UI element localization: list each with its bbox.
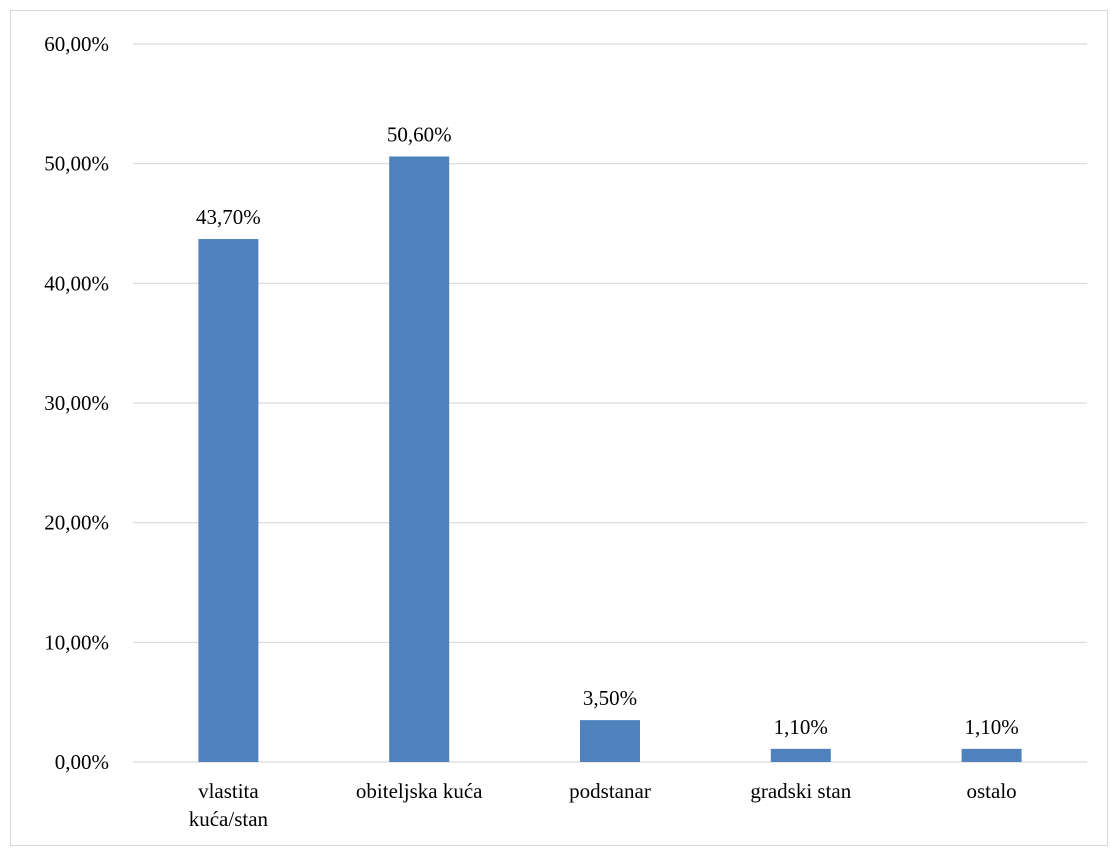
data-label: 50,60% xyxy=(387,122,452,146)
bar xyxy=(770,748,831,762)
gridlines xyxy=(133,43,1087,763)
x-tick-label: vlastita kuća/stan xyxy=(189,779,269,831)
bar xyxy=(961,748,1022,762)
y-tick-label: 50,00% xyxy=(44,152,109,176)
x-tick-label: gradski stan xyxy=(750,779,851,803)
x-tick-label-line: vlastita xyxy=(198,779,259,803)
y-tick-label: 60,00% xyxy=(44,32,109,56)
bar xyxy=(389,156,450,762)
bar xyxy=(198,239,259,763)
x-tick-label: ostalo xyxy=(967,779,1017,803)
data-label: 1,10% xyxy=(964,715,1018,739)
y-axis-tick-labels: 0,00% 10,00% 20,00% 30,00% 40,00% 50,00% 60,00… xyxy=(44,32,109,774)
data-label: 43,70% xyxy=(196,205,261,229)
x-tick-label: podstanar xyxy=(569,779,651,803)
bar-chart: 0,00% 10,00% 20,00% 30,00% 40,00% 50,00% 60,00… xyxy=(44,32,1087,831)
x-tick-label: obiteljska kuća xyxy=(356,779,483,803)
chart-frame: 0,00% 10,00% 20,00% 30,00% 40,00% 50,00% 60,00… xyxy=(10,10,1108,846)
x-tick-label-line: ostalo xyxy=(967,779,1017,803)
data-label: 3,50% xyxy=(583,686,637,710)
data-label: 1,10% xyxy=(774,715,828,739)
x-tick-label-line: obiteljska kuća xyxy=(356,779,483,803)
x-tick-label-line: gradski stan xyxy=(750,779,851,803)
y-tick-label: 30,00% xyxy=(44,391,109,415)
bar xyxy=(580,720,640,762)
data-labels: 43,70% 50,60% 3,50% 1,10% 1,10% xyxy=(196,122,1019,738)
y-tick-label: 40,00% xyxy=(44,271,109,295)
x-axis-category-labels: vlastita kuća/stan obiteljska kuća podstana… xyxy=(189,779,1017,831)
y-tick-label: 10,00% xyxy=(44,630,109,654)
x-tick-label-line: kuća/stan xyxy=(189,807,269,831)
bars xyxy=(198,156,1022,763)
y-tick-label: 0,00% xyxy=(55,750,109,774)
x-tick-label-line: podstanar xyxy=(569,779,651,803)
y-tick-label: 20,00% xyxy=(44,511,109,535)
